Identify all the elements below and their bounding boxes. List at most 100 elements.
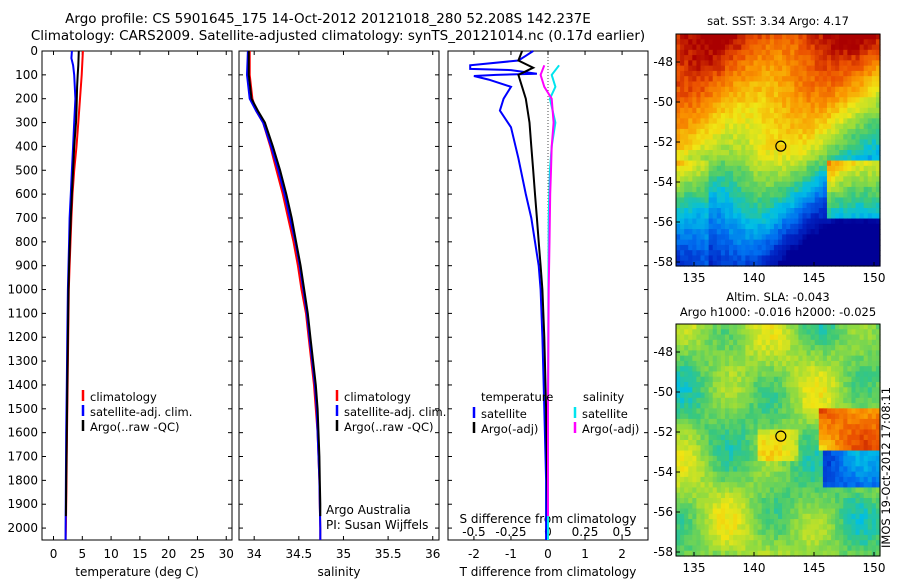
map-cell	[692, 81, 697, 88]
map-cell	[831, 144, 836, 151]
map-cell	[798, 466, 804, 473]
map-cell	[835, 492, 840, 499]
map-cell	[826, 34, 832, 40]
map-cell	[867, 197, 873, 204]
map-cell	[676, 408, 681, 415]
map-cell	[737, 550, 742, 557]
map-cell	[761, 202, 767, 209]
map-cell	[741, 208, 746, 214]
map-cell	[680, 440, 685, 446]
map-cell	[790, 128, 795, 135]
map-cell	[794, 513, 799, 520]
map-cell	[831, 186, 836, 193]
map-cell	[684, 329, 689, 336]
map-cell	[810, 197, 816, 204]
map-cell	[835, 123, 840, 130]
map-cell	[737, 208, 742, 214]
map-cell	[867, 424, 873, 431]
map-cell	[859, 70, 865, 77]
map-cell	[729, 76, 734, 83]
map-cell	[700, 450, 706, 457]
map-cell	[724, 508, 730, 515]
map-cell	[806, 455, 812, 462]
map-cell	[765, 202, 771, 209]
map-cell	[724, 150, 730, 156]
map-cell	[680, 508, 685, 515]
map-cell	[733, 434, 738, 441]
map-cell	[712, 155, 718, 162]
map-cell	[794, 44, 799, 51]
map-cell	[704, 466, 710, 473]
map-cell	[716, 498, 722, 504]
map-cell	[757, 92, 763, 98]
map-cell	[814, 60, 820, 67]
map-cell	[855, 503, 861, 510]
map-cell	[810, 113, 816, 119]
map-cell	[839, 482, 844, 489]
map-cell	[875, 482, 881, 489]
map-cell	[794, 128, 799, 135]
map-cell	[733, 60, 738, 67]
map-cell	[806, 192, 812, 199]
map-cell	[741, 44, 746, 51]
legend-label: satellite	[481, 407, 527, 421]
map-cell	[704, 107, 710, 114]
map-cell	[729, 492, 734, 499]
map-cell	[843, 86, 848, 93]
map-cell	[810, 55, 816, 61]
map-cell	[708, 171, 714, 177]
map-cell	[712, 429, 718, 436]
map-cell	[790, 355, 795, 362]
map-cell	[806, 92, 812, 98]
map-cell	[729, 107, 734, 114]
map-cell	[712, 76, 718, 83]
map-cell	[814, 345, 820, 351]
map-cell	[839, 76, 844, 83]
map-cell	[794, 55, 799, 61]
map-cell	[835, 92, 840, 98]
map-cell	[765, 150, 771, 156]
map-cell	[802, 123, 808, 130]
map-cell	[806, 102, 812, 109]
map-cell	[704, 503, 710, 510]
map-cell	[769, 519, 775, 525]
map-cell	[839, 350, 844, 357]
map-cell	[696, 107, 702, 114]
map-cell	[761, 213, 767, 220]
map-cell	[831, 118, 836, 125]
map-cell	[700, 113, 706, 119]
map-cell	[810, 424, 816, 431]
map-cell	[802, 492, 808, 499]
map-cell	[875, 234, 881, 241]
map-cell	[794, 255, 799, 262]
map-cell	[847, 455, 853, 462]
map-cell	[855, 482, 861, 489]
map-cell	[680, 55, 685, 61]
map-cell	[851, 450, 857, 457]
figure-title-line1: Argo profile: CS 5901645_175 14-Oct-2012…	[65, 11, 591, 27]
map-cell	[769, 476, 775, 483]
map-cell	[778, 229, 783, 235]
map-cell	[724, 76, 730, 83]
map-cell	[761, 513, 767, 520]
map-cell	[761, 223, 767, 230]
map-cell	[786, 244, 791, 251]
map-cell	[684, 92, 689, 98]
map-cell	[769, 192, 775, 199]
map-cell	[769, 160, 775, 167]
map-cell	[676, 81, 681, 88]
map-cell	[818, 160, 824, 167]
map-cell	[818, 118, 824, 125]
map-cell	[826, 434, 832, 441]
map-cell	[724, 113, 730, 119]
map-cell	[716, 445, 722, 452]
map-cell	[729, 445, 734, 452]
map-cell	[745, 86, 751, 93]
map-cell	[741, 450, 746, 457]
map-cell	[835, 376, 840, 383]
sla-map-title: Altim. SLA: -0.043	[726, 290, 830, 304]
map-cell	[847, 97, 853, 104]
map-cell	[737, 39, 742, 46]
map-cell	[753, 113, 759, 119]
map-cell	[826, 455, 832, 462]
